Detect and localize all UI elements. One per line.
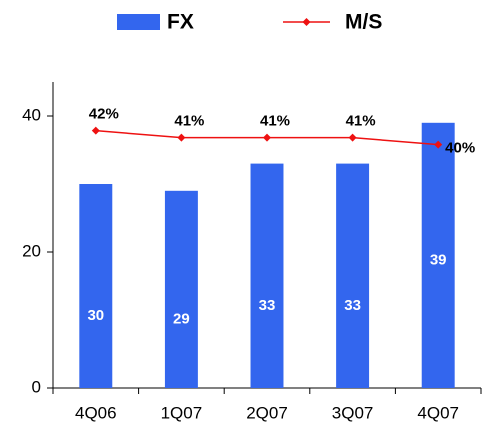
- x-tick-label: 3Q07: [332, 403, 374, 422]
- legend-marker: [302, 18, 311, 26]
- line-marker: [177, 133, 186, 142]
- legend-label: FX: [167, 11, 194, 34]
- bar-value-label: 33: [259, 297, 276, 314]
- x-tick-label: 2Q07: [246, 403, 288, 422]
- line-value-label: 41%: [174, 113, 204, 130]
- x-tick-label: 1Q07: [161, 403, 203, 422]
- y-tick-label: 40: [22, 105, 41, 124]
- legend-swatch: [117, 14, 160, 30]
- line-value-label: 41%: [260, 113, 290, 130]
- bar-value-label: 30: [87, 307, 104, 324]
- bar-value-label: 33: [344, 297, 361, 314]
- bar-value-label: 29: [173, 310, 190, 327]
- bar: [79, 184, 113, 388]
- bar: [336, 163, 370, 388]
- bar: [250, 163, 284, 388]
- line-value-label: 41%: [346, 113, 376, 130]
- x-tick-label: 4Q06: [75, 403, 117, 422]
- y-tick-label: 20: [22, 241, 41, 260]
- line-marker: [348, 133, 357, 142]
- bar: [421, 122, 455, 389]
- y-tick-label: 0: [32, 377, 41, 396]
- line-marker: [91, 126, 100, 135]
- line-value-label: 42%: [89, 106, 119, 123]
- bar: [164, 190, 198, 388]
- x-tick-label: 4Q07: [417, 403, 459, 422]
- legend-label: M/S: [345, 11, 382, 34]
- line-marker: [434, 140, 443, 149]
- bar-value-label: 39: [430, 251, 447, 268]
- line-marker: [263, 133, 271, 142]
- line-value-label: 40%: [445, 140, 475, 157]
